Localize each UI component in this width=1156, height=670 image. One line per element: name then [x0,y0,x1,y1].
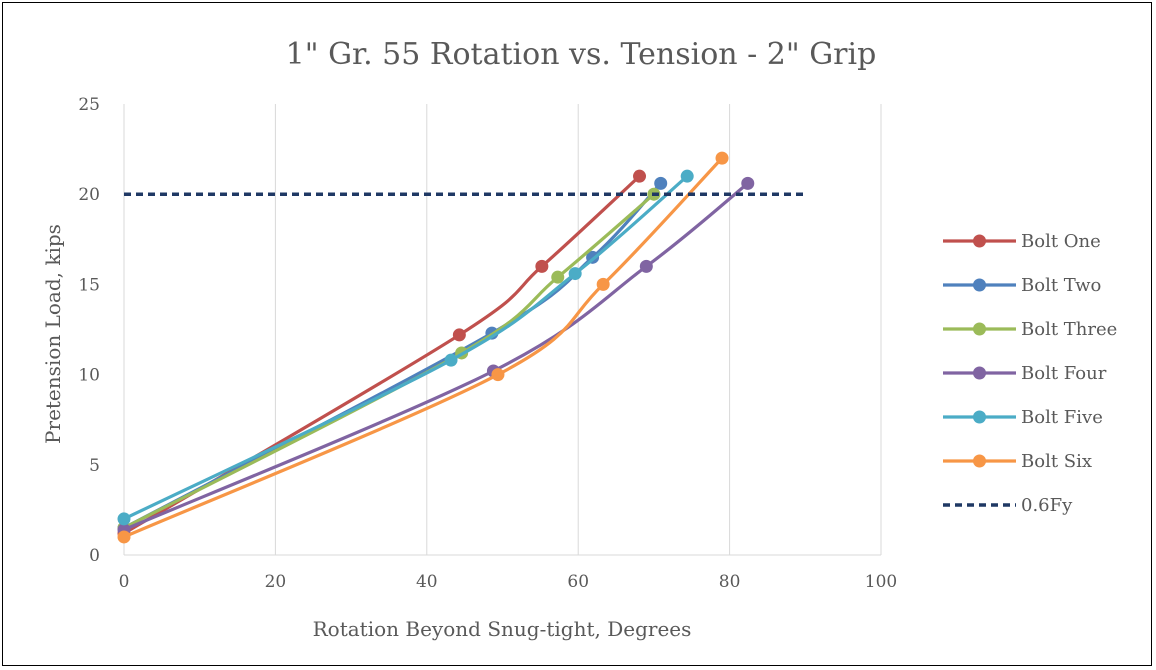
data-point-bolt-two [654,176,668,190]
legend-marker-bolt-four [973,366,986,380]
series-line-bolt-four [122,181,750,532]
legend-label-bolt-two: Bolt Two [1021,275,1101,296]
series-line-bolt-two [122,181,663,530]
series-line-bolt-one [122,174,642,535]
data-point-bolt-six [596,277,610,291]
data-point-bolt-six [117,530,131,544]
data-point-bolt-four [741,176,755,190]
legend-label-bolt-six: Bolt Six [1021,451,1092,472]
series-line-bolt-six [122,156,724,539]
x-tick-label: 40 [416,572,438,592]
y-tick-label: 10 [78,366,100,386]
x-tick-label: 60 [567,572,589,592]
y-axis-title: Pretension Load, kips [41,224,65,444]
legend-marker-bolt-two [973,278,986,292]
data-point-bolt-four [639,259,653,273]
series-line-bolt-three [122,192,656,530]
x-tick-label: 80 [719,572,741,592]
legend-label-0-6fy: 0.6Fy [1021,495,1073,516]
data-point-bolt-one [633,169,647,183]
data-point-bolt-five [680,169,694,183]
legend-label-bolt-three: Bolt Three [1021,319,1117,340]
legend-label-bolt-five: Bolt Five [1021,407,1103,428]
data-point-bolt-five [444,353,458,367]
y-tick-label: 5 [89,456,100,476]
y-tick-label: 25 [78,95,100,115]
series-layer [117,151,806,544]
x-tick-label: 0 [119,572,130,592]
x-axis-title: Rotation Beyond Snug-tight, Degrees [313,617,692,641]
data-point-bolt-five [117,512,131,526]
grid-lines [274,104,882,555]
data-point-bolt-one [452,328,466,342]
legend-label-bolt-one: Bolt One [1021,231,1101,252]
data-point-bolt-five [568,267,582,281]
data-point-bolt-six [491,368,505,382]
data-point-bolt-six [715,151,729,165]
legend-marker-bolt-six [973,454,986,468]
legend: Bolt One Bolt Two Bolt Three Bolt Four Bolt … [943,231,1117,516]
legend-label-bolt-four: Bolt Four [1021,363,1107,384]
y-tick-label: 15 [78,275,100,295]
y-tick-label: 0 [89,546,100,566]
legend-marker-bolt-one [973,234,986,248]
data-point-bolt-one [535,259,549,273]
chart-title: 1" Gr. 55 Rotation vs. Tension - 2" Grip [286,37,877,72]
legend-marker-bolt-three [973,322,986,336]
legend-marker-bolt-five [973,410,986,424]
axes: 0 20 40 60 80 100 0 5 10 15 20 25 [78,95,897,592]
x-tick-label: 20 [265,572,287,592]
data-point-bolt-three [551,270,565,284]
y-tick-label: 20 [78,185,100,205]
x-tick-label: 100 [865,572,897,592]
series-line-bolt-five [122,174,689,521]
